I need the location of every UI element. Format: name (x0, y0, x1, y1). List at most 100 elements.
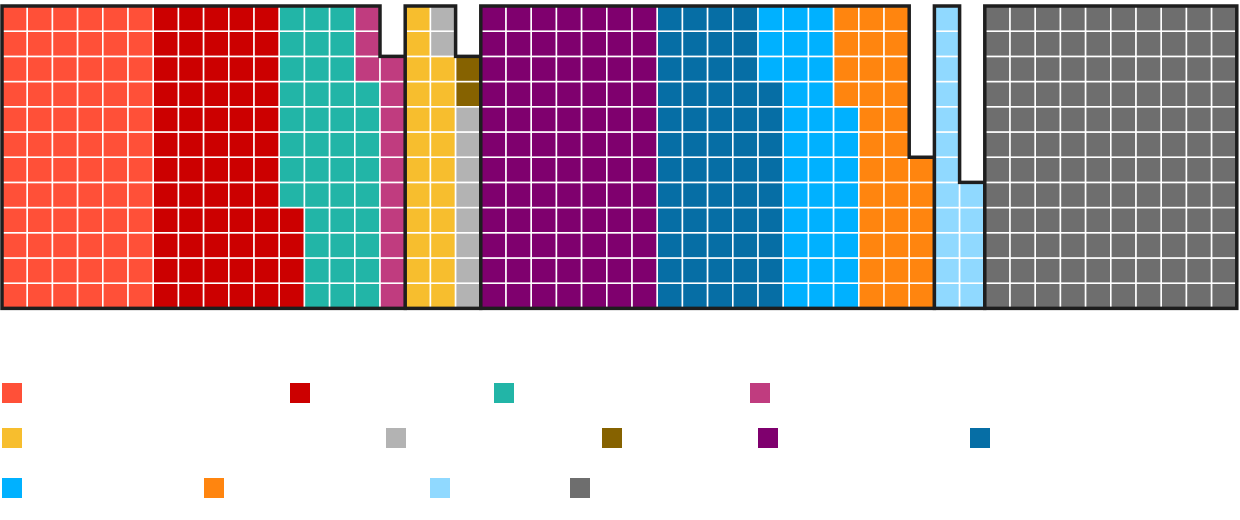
waffle-cell-p8 (530, 282, 558, 310)
waffle-cell-p1 (51, 80, 79, 108)
waffle-cell-p2 (202, 156, 230, 184)
waffle-cell-p9 (757, 282, 785, 310)
waffle-cell-p2 (228, 5, 255, 33)
waffle-cell-p8 (631, 181, 659, 209)
waffle-cell-p3 (303, 206, 331, 234)
waffle-cell-p2 (228, 80, 255, 108)
waffle-cell-p9 (757, 106, 785, 133)
waffle-cell-p10 (807, 181, 835, 209)
waffle-cell-p1 (1, 257, 29, 285)
waffle-cell-p9 (681, 282, 709, 310)
waffle-cell-p4 (353, 55, 381, 83)
waffle-cell-p9 (681, 257, 709, 285)
waffle-cell-p2 (177, 5, 205, 33)
waffle-cell-p13 (983, 257, 1011, 285)
waffle-cell-p10 (807, 206, 835, 234)
waffle-cell-p8 (631, 206, 659, 234)
waffle-cell-p1 (127, 232, 155, 259)
waffle-cell-p2 (253, 106, 281, 133)
waffle-cell-p4 (353, 30, 381, 58)
waffle-cell-p8 (605, 55, 633, 83)
waffle-cell-p9 (681, 156, 709, 184)
waffle-cell-p11 (883, 55, 911, 83)
waffle-cell-p8 (479, 181, 507, 209)
waffle-cell-p8 (505, 232, 533, 259)
waffle-cell-p9 (681, 232, 709, 259)
legend-item-p2 (290, 383, 318, 403)
waffle-cell-p1 (102, 206, 129, 234)
waffle-cell-p1 (102, 131, 129, 159)
legend-swatch-p5 (2, 428, 22, 448)
waffle-cell-p13 (1110, 131, 1137, 159)
waffle-cell-p3 (353, 80, 381, 108)
waffle-cell-p11 (883, 232, 911, 259)
waffle-cell-p8 (631, 131, 659, 159)
waffle-cell-p1 (102, 232, 129, 259)
waffle-cell-p2 (152, 30, 180, 58)
waffle-cell-p2 (202, 55, 230, 83)
waffle-cell-p11 (857, 5, 885, 33)
waffle-cell-p13 (1009, 156, 1037, 184)
waffle-cell-p2 (177, 206, 205, 234)
waffle-cell-p9 (706, 106, 734, 133)
waffle-cell-p10 (782, 80, 810, 108)
waffle-cell-p13 (1084, 181, 1112, 209)
waffle-cell-p13 (1059, 55, 1087, 83)
waffle-cell-p10 (807, 30, 835, 58)
waffle-cell-p13 (1210, 156, 1238, 184)
waffle-cell-p2 (228, 156, 255, 184)
waffle-cell-p13 (1160, 232, 1188, 259)
waffle-cell-p2 (152, 232, 180, 259)
waffle-cell-p2 (152, 5, 180, 33)
waffle-cell-p11 (908, 181, 936, 209)
waffle-cell-p8 (479, 131, 507, 159)
waffle-cell-p1 (76, 55, 104, 83)
waffle-cell-p2 (202, 30, 230, 58)
waffle-cell-p13 (1009, 181, 1037, 209)
waffle-cell-p13 (1034, 282, 1062, 310)
waffle-cell-p8 (555, 30, 583, 58)
waffle-cell-p8 (580, 257, 608, 285)
waffle-cell-p3 (303, 131, 331, 159)
waffle-cell-p2 (253, 282, 281, 310)
legend-item-p3 (494, 383, 522, 403)
waffle-cell-p5 (404, 206, 432, 234)
waffle-cell-p9 (706, 181, 734, 209)
waffle-cell-p1 (51, 156, 79, 184)
waffle-cell-p8 (505, 257, 533, 285)
waffle-cell-p11 (883, 282, 911, 310)
legend-item-p4 (750, 383, 778, 403)
waffle-cell-p10 (832, 257, 860, 285)
waffle-cell-p1 (51, 5, 79, 33)
waffle-cell-p6 (429, 5, 457, 33)
waffle-cell-p8 (631, 282, 659, 310)
legend-swatch-p11 (204, 478, 224, 498)
waffle-cell-p1 (1, 181, 29, 209)
waffle-cell-p11 (883, 131, 911, 159)
waffle-cell-p8 (505, 55, 533, 83)
waffle-cell-p13 (983, 282, 1011, 310)
waffle-cell-p11 (832, 55, 860, 83)
waffle-cell-p1 (127, 55, 155, 83)
waffle-cell-p8 (580, 232, 608, 259)
waffle-cell-p13 (1009, 232, 1037, 259)
legend-item-p8 (758, 428, 786, 448)
waffle-cell-p5 (404, 55, 432, 83)
waffle-cell-p1 (76, 80, 104, 108)
waffle-cell-p2 (228, 30, 255, 58)
waffle-cell-p2 (177, 282, 205, 310)
waffle-cell-p13 (1210, 232, 1238, 259)
waffle-cell-p8 (530, 131, 558, 159)
waffle-cell-p10 (782, 5, 810, 33)
waffle-cell-p2 (253, 156, 281, 184)
waffle-cell-p13 (1059, 232, 1087, 259)
waffle-cell-p5 (404, 131, 432, 159)
waffle-cell-p13 (1084, 232, 1112, 259)
legend-swatch-p8 (758, 428, 778, 448)
waffle-cell-p3 (353, 232, 381, 259)
waffle-cell-p2 (253, 55, 281, 83)
waffle-cell-p10 (807, 156, 835, 184)
waffle-cell-p13 (983, 55, 1011, 83)
waffle-cell-p12 (933, 206, 961, 234)
legend-item-p6 (386, 428, 414, 448)
